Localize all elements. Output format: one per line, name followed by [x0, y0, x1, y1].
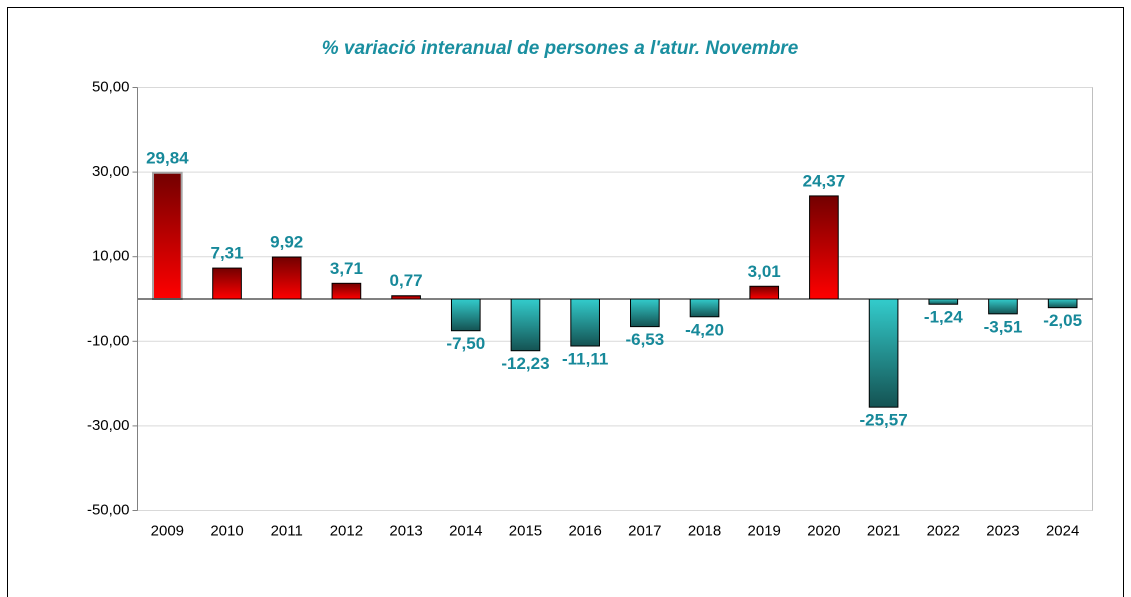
x-tick-label: 2014	[449, 522, 482, 539]
data-label: -4,20	[685, 320, 724, 339]
bar	[271, 256, 302, 300]
x-tick-label: 2011	[271, 522, 303, 539]
data-label: 29,84	[146, 148, 189, 167]
x-tick-label: 2015	[509, 522, 542, 539]
data-label: 0,77	[390, 271, 423, 290]
bar	[868, 298, 899, 408]
bar	[809, 195, 839, 300]
x-tick-label: 2020	[807, 522, 840, 539]
bar	[749, 285, 780, 300]
y-tick-label: 30,00	[92, 163, 130, 180]
y-tick-label: 10,00	[92, 248, 130, 265]
bar	[570, 298, 600, 347]
bar	[152, 171, 183, 300]
y-tick-label: -10,00	[87, 332, 130, 349]
bar	[630, 298, 660, 328]
x-tick-label: 2012	[330, 522, 363, 539]
data-label: -11,11	[562, 349, 608, 368]
x-tick-label: 2019	[748, 522, 781, 539]
x-tick-label: 2017	[628, 522, 661, 539]
data-label: 7,31	[210, 244, 243, 263]
x-tick-label: 2018	[688, 522, 721, 539]
chart-border	[7, 7, 1124, 597]
chart-title: % variació interanual de persones a l'at…	[322, 38, 799, 59]
x-tick-label: 2022	[927, 522, 960, 539]
x-tick-label: 2010	[210, 522, 243, 539]
bar	[212, 267, 242, 300]
x-tick-label: 2021	[867, 522, 900, 539]
bar	[1047, 298, 1078, 309]
x-tick-label: 2023	[986, 522, 1019, 539]
bar	[331, 282, 362, 300]
data-label: 9,92	[270, 233, 303, 252]
bar	[928, 298, 959, 305]
y-tick-label: -50,00	[87, 501, 130, 518]
bar	[450, 298, 481, 332]
data-label: -25,57	[859, 411, 907, 430]
y-tick-label: -30,00	[87, 417, 130, 434]
data-label: 24,37	[803, 171, 846, 190]
x-tick-label: 2024	[1046, 522, 1079, 539]
data-label: -2,05	[1043, 311, 1082, 330]
bar	[988, 298, 1018, 315]
x-tick-label: 2013	[389, 522, 422, 539]
data-label: 3,71	[330, 259, 363, 278]
data-label: -7,50	[446, 334, 485, 353]
data-label: -12,23	[501, 354, 549, 373]
y-tick-label: 50,00	[92, 78, 130, 95]
data-label: 3,01	[748, 262, 781, 281]
data-label: -6,53	[625, 330, 664, 349]
bar	[510, 298, 541, 352]
bar	[689, 298, 720, 318]
x-tick-label: 2016	[568, 522, 601, 539]
x-tick-label: 2009	[151, 522, 184, 539]
data-label: -1,24	[924, 308, 963, 327]
data-label: -3,51	[984, 317, 1023, 336]
